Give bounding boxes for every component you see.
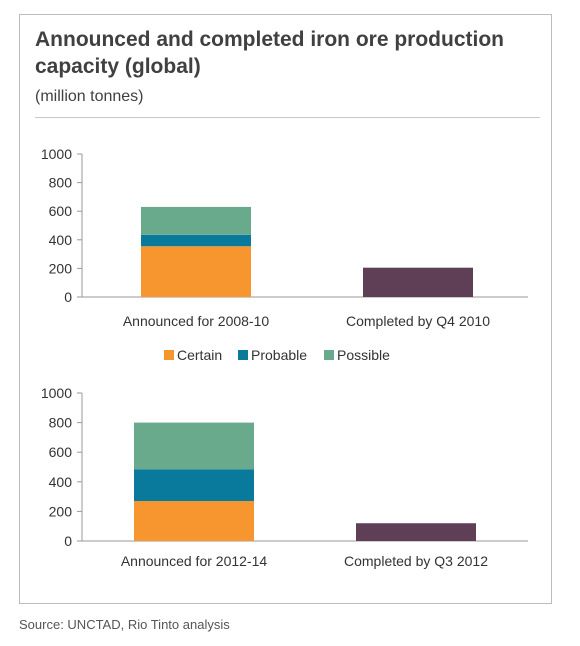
y-tick-label: 0 xyxy=(64,289,72,305)
y-tick-label: 200 xyxy=(49,260,73,276)
bar-possible xyxy=(141,206,251,235)
y-tick-label: 400 xyxy=(49,474,73,490)
bar-possible xyxy=(134,422,254,470)
category-label: Announced for 2012-14 xyxy=(121,553,268,569)
chart-top: 0 200 400 600 800 1000 Announced for 2008-10 Co… xyxy=(41,146,528,329)
bar-certain xyxy=(134,501,254,541)
source-note: Source: UNCTAD, Rio Tinto analysis xyxy=(19,617,230,632)
bar-probable xyxy=(141,234,251,247)
category-label: Completed by Q4 2010 xyxy=(346,313,490,329)
bar-probable xyxy=(134,469,254,502)
y-tick-label: 1000 xyxy=(41,146,72,162)
category-label: Completed by Q3 2012 xyxy=(344,553,488,569)
y-tick-label: 400 xyxy=(49,232,73,248)
y-tick-label: 600 xyxy=(49,203,73,219)
y-tick-label: 200 xyxy=(49,503,73,519)
chart-bottom: 0 200 400 600 800 1000 Announced for 2012-14 Co… xyxy=(41,385,528,569)
legend-label-possible: Possible xyxy=(337,347,390,363)
legend: Certain Probable Possible xyxy=(164,347,390,363)
legend-label-probable: Probable xyxy=(251,347,307,363)
y-tick-label: 800 xyxy=(49,415,73,431)
y-tick-label: 800 xyxy=(49,175,73,191)
y-tick-label: 0 xyxy=(64,533,72,549)
chart-subtitle: (million tonnes) xyxy=(35,88,144,105)
legend-swatch-possible xyxy=(324,350,334,360)
bar-completed xyxy=(356,523,476,541)
bar-completed xyxy=(363,267,473,297)
chart-title: Announced and completed iron ore product… xyxy=(35,28,505,78)
title-divider xyxy=(35,117,540,118)
y-tick-label: 1000 xyxy=(41,385,72,401)
legend-swatch-certain xyxy=(164,350,174,360)
chart-panel xyxy=(19,14,552,604)
legend-label-certain: Certain xyxy=(177,347,222,363)
y-tick-label: 600 xyxy=(49,444,73,460)
bar-certain xyxy=(141,246,251,297)
legend-swatch-probable xyxy=(238,350,248,360)
category-label: Announced for 2008-10 xyxy=(123,313,270,329)
